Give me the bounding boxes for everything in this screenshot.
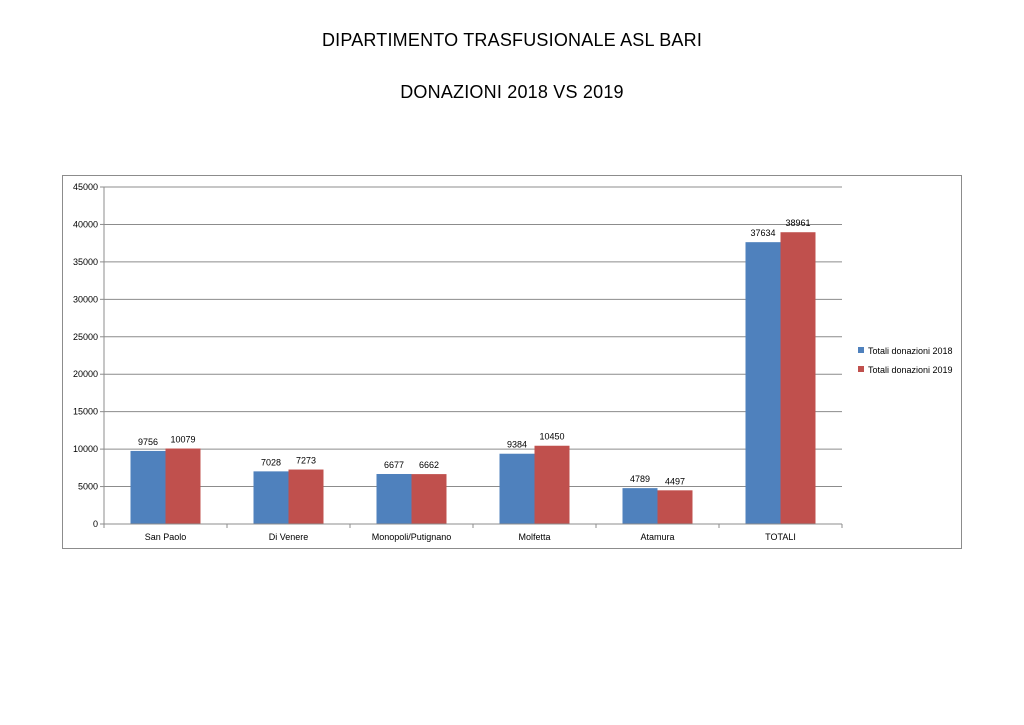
y-tick-label: 35000 — [73, 257, 98, 267]
data-label: 7028 — [261, 457, 281, 467]
data-label: 10079 — [170, 435, 195, 445]
y-tick-label: 0 — [93, 519, 98, 529]
bar-chart: 0 5000 10000 15000 20000 25000 30000 35000 40000… — [73, 182, 953, 542]
data-label: 10450 — [539, 432, 564, 442]
bar — [288, 469, 324, 524]
bar — [411, 474, 447, 524]
x-tick-label: Molfetta — [518, 532, 550, 542]
y-tick-label: 10000 — [73, 444, 98, 454]
y-tick-label: 15000 — [73, 407, 98, 417]
y-tick-label: 20000 — [73, 369, 98, 379]
data-labels: 9756 10079 7028 7273 6677 6662 9384 10450 4789 44… — [138, 218, 811, 486]
bar — [657, 490, 693, 524]
bar — [622, 488, 658, 524]
bar — [745, 242, 781, 524]
y-tick-label: 45000 — [73, 182, 98, 192]
y-tick-label: 25000 — [73, 332, 98, 342]
data-label: 9384 — [507, 440, 527, 450]
bar — [499, 453, 535, 524]
x-tick-label: Monopoli/Putignano — [372, 532, 452, 542]
legend-label: Totali donazioni 2019 — [868, 365, 953, 375]
bar — [376, 473, 412, 524]
gridlines — [104, 186, 842, 488]
y-tick-label: 5000 — [78, 482, 98, 492]
data-label: 38961 — [785, 218, 810, 228]
legend-label: Totali donazioni 2018 — [868, 346, 953, 356]
x-tick-label: San Paolo — [145, 532, 187, 542]
x-tick-label: Atamura — [640, 532, 674, 542]
data-label: 4789 — [630, 474, 650, 484]
data-label: 7273 — [296, 456, 316, 466]
x-tick-label: TOTALI — [765, 532, 796, 542]
legend: Totali donazioni 2018 Totali donazioni 20… — [858, 346, 953, 375]
chart-area: 0 5000 10000 15000 20000 25000 30000 35000 40000… — [62, 175, 962, 549]
data-label: 6677 — [384, 460, 404, 470]
data-label: 37634 — [750, 228, 775, 238]
page-title: DIPARTIMENTO TRASFUSIONALE ASL BARI — [321, 30, 703, 50]
bar — [130, 450, 166, 524]
bar — [534, 445, 570, 524]
y-tick-label: 40000 — [73, 219, 98, 229]
bar — [253, 471, 289, 524]
bar — [780, 232, 816, 524]
legend-swatch — [858, 347, 864, 353]
data-label: 9756 — [138, 437, 158, 447]
bars — [130, 232, 816, 524]
data-label: 4497 — [665, 476, 685, 486]
data-label: 6662 — [419, 460, 439, 470]
y-tick-label: 30000 — [73, 294, 98, 304]
legend-swatch — [858, 366, 864, 372]
page-subtitle: DONAZIONI 2018 VS 2019 — [400, 82, 624, 102]
x-tick-label: Di Venere — [269, 532, 309, 542]
axes: 0 5000 10000 15000 20000 25000 30000 35000 40000… — [73, 182, 843, 542]
bar — [165, 448, 201, 524]
